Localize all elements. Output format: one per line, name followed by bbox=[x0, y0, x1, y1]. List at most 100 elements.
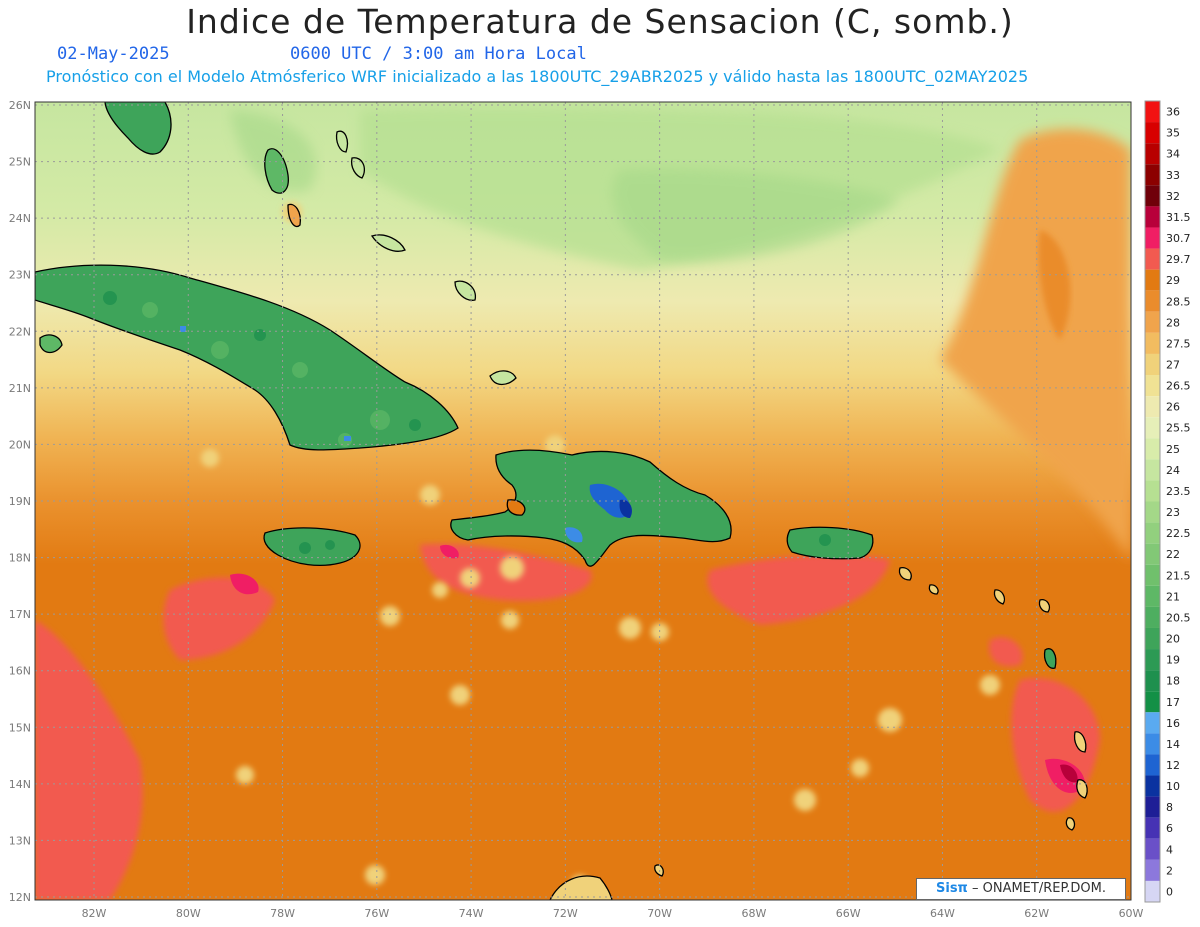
legend-label: 19 bbox=[1166, 654, 1180, 667]
latitude-axis: 26N 25N 24N 23N 22N 21N 20N 19N 18N 17N 16N 15N 14N 1… bbox=[9, 99, 31, 904]
legend-swatch bbox=[1145, 754, 1160, 776]
legend-label: 24 bbox=[1166, 464, 1180, 477]
legend-label: 25 bbox=[1166, 443, 1180, 456]
legend-label: 4 bbox=[1166, 843, 1173, 856]
legend-swatch bbox=[1145, 332, 1160, 354]
credit-badge: Sisπ – ONAMET/REP.DOM. bbox=[916, 878, 1126, 900]
legend-label: 21.5 bbox=[1166, 569, 1191, 582]
lat-tick-label: 12N bbox=[9, 891, 31, 904]
legend-swatch bbox=[1145, 522, 1160, 544]
legend-swatch bbox=[1145, 691, 1160, 713]
legend-swatch bbox=[1145, 143, 1160, 165]
legend-label: 23 bbox=[1166, 506, 1180, 519]
legend-label: 0 bbox=[1166, 885, 1173, 898]
legend-label: 27.5 bbox=[1166, 337, 1191, 350]
lon-tick-label: 80W bbox=[176, 907, 201, 920]
valid-date: 02-May-2025 bbox=[57, 44, 170, 64]
legend-label: 27 bbox=[1166, 358, 1180, 371]
map-field bbox=[35, 102, 1131, 900]
legend-swatch bbox=[1145, 290, 1160, 312]
legend-swatch bbox=[1145, 164, 1160, 186]
legend-swatch bbox=[1145, 733, 1160, 755]
plot-frame bbox=[34, 101, 1132, 901]
legend-label: 8 bbox=[1166, 801, 1173, 814]
legend-label: 32 bbox=[1166, 190, 1180, 203]
lat-tick-label: 15N bbox=[9, 721, 31, 734]
legend-swatch bbox=[1145, 122, 1160, 144]
legend-label: 26.5 bbox=[1166, 380, 1191, 393]
legend-swatch bbox=[1145, 480, 1160, 502]
lat-tick-label: 17N bbox=[9, 608, 31, 621]
legend-label: 2 bbox=[1166, 864, 1173, 877]
legend-label: 28.5 bbox=[1166, 295, 1191, 308]
legend-label: 20 bbox=[1166, 633, 1180, 646]
brand-label: Sisπ bbox=[936, 881, 968, 896]
legend-swatch bbox=[1145, 438, 1160, 460]
lat-tick-label: 20N bbox=[9, 438, 31, 451]
legend-label: 17 bbox=[1166, 696, 1180, 709]
legend-label: 22 bbox=[1166, 548, 1180, 561]
legend-label: 18 bbox=[1166, 675, 1180, 688]
org-label: – ONAMET/REP.DOM. bbox=[967, 881, 1106, 896]
legend-label: 22.5 bbox=[1166, 527, 1191, 540]
legend-label: 20.5 bbox=[1166, 611, 1191, 624]
lat-tick-label: 14N bbox=[9, 778, 31, 791]
legend-label: 31.5 bbox=[1166, 211, 1191, 224]
lat-tick-label: 22N bbox=[9, 325, 31, 338]
legend-label: 34 bbox=[1166, 148, 1180, 161]
legend-swatch bbox=[1145, 375, 1160, 397]
lon-tick-label: 66W bbox=[836, 907, 861, 920]
lon-tick-label: 76W bbox=[364, 907, 389, 920]
lat-tick-label: 18N bbox=[9, 552, 31, 565]
lon-tick-label: 82W bbox=[82, 907, 107, 920]
legend-swatch bbox=[1145, 606, 1160, 628]
lon-tick-label: 72W bbox=[553, 907, 578, 920]
legend-swatch bbox=[1145, 627, 1160, 650]
legend-swatch bbox=[1145, 585, 1160, 607]
legend-label: 6 bbox=[1166, 822, 1173, 835]
legend-frame bbox=[1144, 100, 1161, 903]
legend-swatch bbox=[1145, 269, 1160, 291]
lon-tick-label: 70W bbox=[647, 907, 672, 920]
legend-swatch bbox=[1145, 670, 1160, 692]
legend-swatch bbox=[1145, 248, 1160, 270]
map-title: Indice de Temperatura de Sensacion (C, s… bbox=[186, 2, 1014, 41]
legend-label: 23.5 bbox=[1166, 485, 1191, 498]
legend-swatch bbox=[1145, 817, 1160, 839]
lon-tick-label: 64W bbox=[930, 907, 955, 920]
lat-tick-label: 23N bbox=[9, 269, 31, 282]
legend-swatch bbox=[1145, 227, 1160, 249]
legend-swatch bbox=[1145, 649, 1160, 671]
lat-tick-label: 21N bbox=[9, 382, 31, 395]
legend-swatch bbox=[1145, 353, 1160, 376]
legend-swatch bbox=[1145, 838, 1160, 860]
legend-swatch bbox=[1145, 796, 1160, 818]
legend-label: 14 bbox=[1166, 738, 1180, 751]
legend-label: 29.7 bbox=[1166, 253, 1191, 266]
lat-tick-label: 26N bbox=[9, 99, 31, 112]
legend-swatch bbox=[1145, 459, 1160, 481]
lon-tick-label: 74W bbox=[459, 907, 484, 920]
legend-label: 10 bbox=[1166, 780, 1180, 793]
legend-label: 33 bbox=[1166, 169, 1180, 182]
lon-tick-label: 78W bbox=[270, 907, 295, 920]
lon-tick-label: 68W bbox=[741, 907, 766, 920]
legend-swatch bbox=[1145, 880, 1160, 902]
legend-swatch bbox=[1145, 775, 1160, 797]
valid-time: 0600 UTC / 3:00 am Hora Local bbox=[290, 44, 587, 64]
lon-tick-label: 62W bbox=[1024, 907, 1049, 920]
legend-label: 36 bbox=[1166, 106, 1180, 119]
legend-swatch bbox=[1145, 101, 1160, 123]
legend-label: 25.5 bbox=[1166, 422, 1191, 435]
legend-label: 30.7 bbox=[1166, 232, 1191, 245]
legend-label: 35 bbox=[1166, 127, 1180, 140]
legend-swatch bbox=[1145, 712, 1160, 734]
legend-swatch bbox=[1145, 185, 1160, 207]
legend-label: 12 bbox=[1166, 759, 1180, 772]
grid-lines bbox=[35, 102, 1131, 900]
legend-swatch bbox=[1145, 501, 1160, 523]
lat-tick-label: 24N bbox=[9, 212, 31, 225]
legend-swatch bbox=[1145, 564, 1160, 586]
lon-tick-label: 60W bbox=[1119, 907, 1144, 920]
